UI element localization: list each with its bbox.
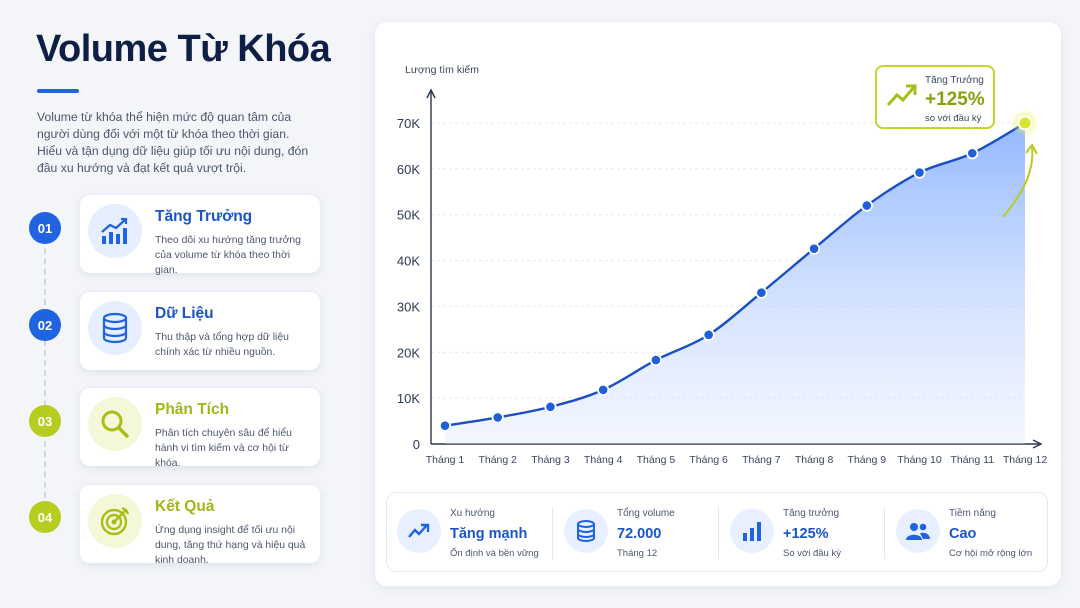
data-point[interactable] — [597, 383, 610, 396]
step-card-data[interactable]: Dữ Liệu Thu thập và tổng hợp dữ liệu chí… — [80, 292, 320, 370]
data-point[interactable] — [913, 166, 926, 179]
database-icon — [564, 509, 608, 553]
growth-arrow-icon — [1002, 143, 1038, 218]
x-tick-label: Tháng 8 — [795, 454, 834, 466]
data-point[interactable] — [860, 199, 873, 212]
stat-label: Xu hướng — [450, 508, 495, 519]
step-card-result[interactable]: Kết Quả Ứng dụng insight để tối ưu nội d… — [80, 485, 320, 566]
x-tick-label: Tháng 7 — [742, 454, 781, 466]
x-tick-label: Tháng 11 — [950, 454, 994, 466]
data-point[interactable] — [702, 328, 715, 341]
stat-sub: Ổn định và bền vững — [450, 548, 539, 559]
badge-value: +125% — [925, 89, 985, 110]
series-area — [445, 123, 1025, 444]
data-point[interactable] — [807, 242, 821, 255]
chart-panel: Lượng tìm kiếm 0 10K 20K 30K 40K 50K 60K 70K Thá… — [375, 22, 1061, 586]
data-point[interactable] — [755, 286, 768, 299]
data-point[interactable] — [544, 400, 557, 413]
step-description: Phân tích chuyên sâu để hiểu hành vi tìm… — [155, 428, 292, 469]
step-title: Kết Quả — [155, 498, 215, 515]
badge-sub: so với đầu kỳ — [925, 113, 982, 124]
bar-chart-icon — [730, 509, 774, 553]
step-description: Theo dõi xu hướng tăng trưởng của volume… — [155, 235, 301, 276]
step-number-2: 02 — [29, 309, 61, 341]
trend-chart-icon — [88, 204, 142, 258]
y-tick-label: 40K — [397, 254, 420, 269]
stat-value: Tăng mạnh — [450, 526, 528, 542]
step-title: Dữ Liệu — [155, 305, 214, 322]
step-number-3: 03 — [29, 405, 61, 437]
stat-divider — [552, 507, 553, 559]
stat-growth: Tăng trưởng +125% So với đầu kỳ — [720, 493, 885, 573]
step-card-analysis[interactable]: Phân Tích Phân tích chuyên sâu để hiểu h… — [80, 388, 320, 469]
stat-total-volume: Tổng volume 72.000 Tháng 12 — [554, 493, 719, 573]
timeline-connector — [44, 228, 46, 518]
x-tick-label: Tháng 9 — [848, 454, 887, 466]
stat-divider — [884, 507, 885, 559]
x-tick-label: Tháng 12 — [1003, 454, 1048, 466]
y-tick-label: 10K — [397, 391, 420, 406]
y-tick-label: 30K — [397, 299, 420, 314]
y-tick-label: 0 — [413, 437, 420, 452]
y-tick-label: 60K — [397, 162, 420, 177]
stat-potential: Tiềm năng Cao Cơ hội mở rộng lớn — [886, 493, 1051, 573]
magnifier-icon — [88, 397, 142, 451]
y-tick-label: 50K — [397, 208, 420, 223]
x-tick-label: Tháng 5 — [637, 454, 676, 466]
stat-value: +125% — [783, 526, 829, 542]
target-icon — [88, 494, 142, 548]
data-point[interactable] — [966, 147, 979, 160]
step-card-growth[interactable]: Tăng Trưởng Theo dõi xu hướng tăng trưởn… — [80, 195, 320, 276]
step-description: Ứng dụng insight để tối ưu nội dung, tăn… — [155, 525, 306, 566]
x-tick-label: Tháng 4 — [584, 454, 623, 466]
users-icon — [896, 509, 940, 553]
stat-label: Tiềm năng — [949, 508, 996, 519]
stat-value: 72.000 — [617, 526, 662, 542]
y-axis-label: Lượng tìm kiếm — [405, 64, 479, 76]
step-title: Phân Tích — [155, 401, 230, 418]
step-description: Thu thập và tổng hợp dữ liệu chính xác t… — [155, 332, 289, 358]
stat-sub: So với đầu kỳ — [783, 548, 841, 559]
stat-sub: Cơ hội mở rộng lớn — [949, 548, 1033, 559]
stat-label: Tổng volume — [617, 508, 675, 519]
stats-bar: Xu hướng Tăng mạnh Ổn định và bền vững T… — [386, 492, 1048, 572]
data-point[interactable] — [649, 353, 663, 367]
x-tick-label: Tháng 1 — [426, 454, 465, 466]
page-title: Volume Từ Khóa — [36, 28, 331, 70]
data-point[interactable] — [1017, 115, 1033, 131]
x-tick-label: Tháng 6 — [689, 454, 728, 466]
badge-label: Tăng Trưởng — [925, 75, 984, 86]
data-point[interactable] — [491, 411, 504, 424]
intro-text: Volume từ khóa thể hiện mức độ quan tâm … — [37, 110, 309, 175]
y-tick-label: 20K — [397, 345, 420, 360]
stat-value: Cao — [949, 526, 977, 542]
step-number-1: 01 — [29, 212, 61, 244]
x-tick-label: Tháng 10 — [897, 454, 942, 466]
stat-label: Tăng trưởng — [783, 508, 840, 519]
title-underline — [37, 89, 79, 93]
step-number-4: 04 — [29, 501, 61, 533]
keyword-volume-chart: Lượng tìm kiếm 0 10K 20K 30K 40K 50K 60K 70K Thá… — [397, 64, 1048, 466]
x-axis-arrow — [1032, 439, 1043, 449]
x-tick-label: Tháng 3 — [531, 454, 570, 466]
database-icon — [88, 301, 142, 355]
y-axis-arrow — [426, 88, 436, 99]
stat-sub: Tháng 12 — [617, 548, 658, 559]
y-tick-label: 70K — [397, 116, 420, 131]
x-tick-label: Tháng 2 — [478, 454, 517, 466]
stat-divider — [718, 507, 719, 559]
stat-trend: Xu hướng Tăng mạnh Ổn định và bền vững — [387, 493, 552, 573]
trend-up-icon — [886, 81, 918, 114]
growth-badge: Tăng Trưởng +125% so với đầu kỳ — [875, 65, 995, 129]
trend-up-icon — [397, 509, 441, 553]
data-point[interactable] — [438, 419, 452, 432]
step-title: Tăng Trưởng — [155, 208, 253, 225]
